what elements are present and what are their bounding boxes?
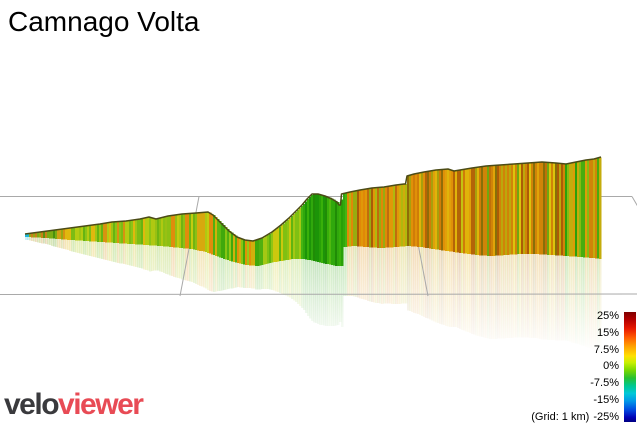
legend-tick-label: -15%	[593, 394, 619, 407]
legend-tick-label-last: (Grid: 1 km) -25%	[531, 410, 619, 423]
brand-logo[interactable]: veloviewer	[4, 388, 144, 421]
chart-ribbon-outline	[24, 156, 602, 242]
legend-tick-label: -25%	[593, 410, 619, 423]
brand-velo: velo	[4, 388, 60, 421]
legend-tick-label: 25%	[596, 310, 619, 322]
legend-tick-label: 15%	[596, 326, 619, 339]
chart-ribbon	[25, 157, 602, 266]
legend-tick-label: -7.5%	[590, 377, 619, 390]
legend-tick-label: 0%	[603, 360, 619, 373]
legend-tick-label: 7.5%	[593, 343, 619, 356]
legend-tick-labels: 25% 15% 7.5% 0% -7.5% -15% (Grid: 1 km) -…	[531, 311, 619, 423]
gradient-legend: 25% 15% 7.5% 0% -7.5% -15% (Grid: 1 km) -…	[531, 311, 636, 423]
gradient-colorbar	[624, 312, 636, 422]
grid-interval-note: (Grid: 1 km)	[531, 410, 590, 423]
brand-viewer: viewer	[58, 388, 144, 421]
page-title: Camnago Volta	[8, 6, 200, 37]
